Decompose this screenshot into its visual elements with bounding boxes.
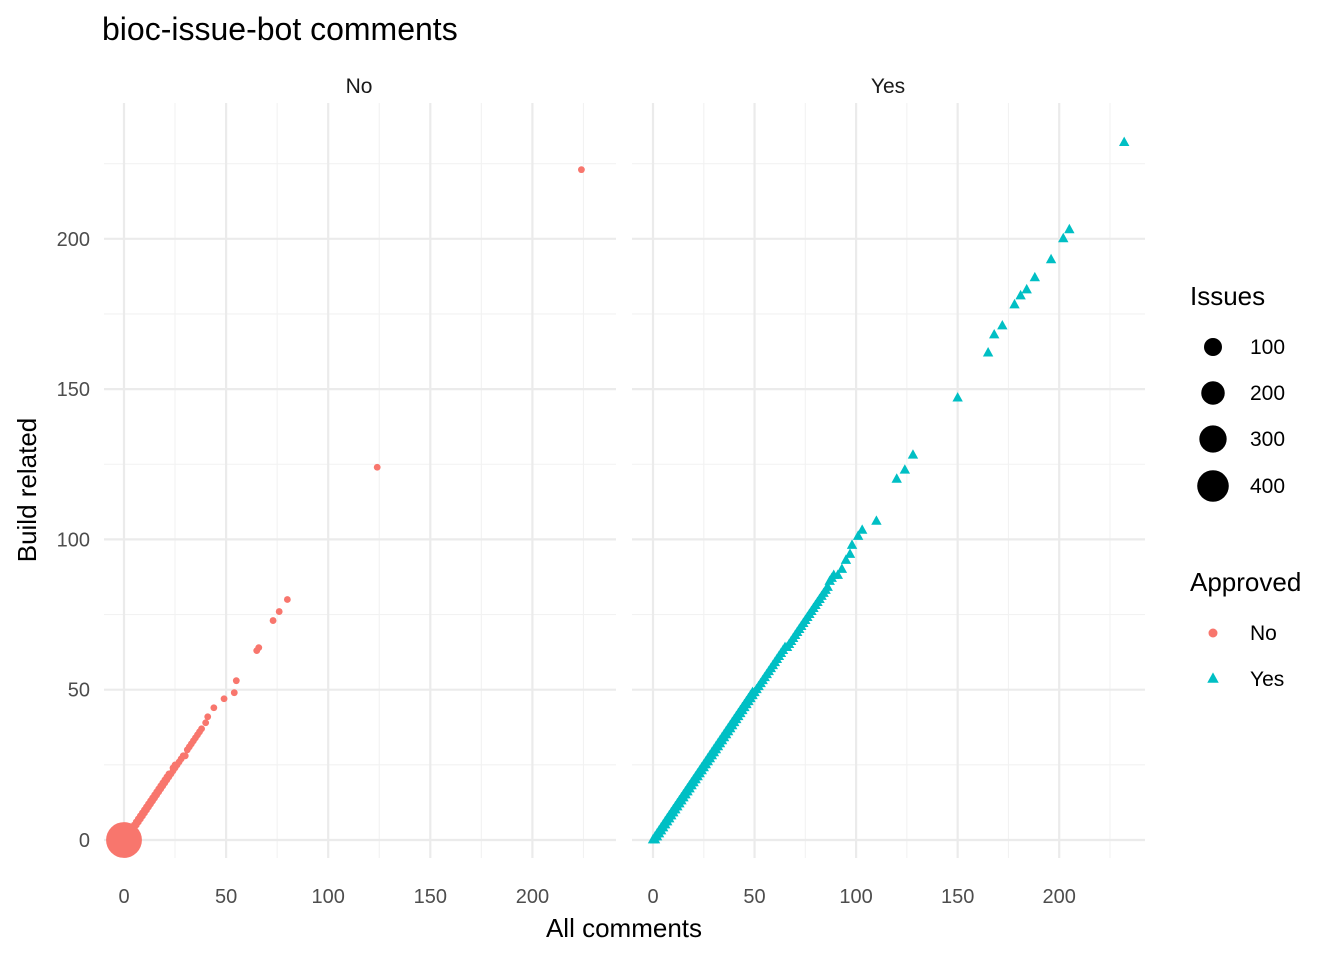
x-tick-labels: 0 50 100 150 200	[647, 886, 1075, 908]
facet-panel-yes: Yes 0 50 100 150 200	[632, 75, 1145, 908]
size-legend-label: 400	[1250, 475, 1285, 498]
x-tick-label: 100	[839, 886, 872, 908]
y-tick-labels: 0 50 100 150 200	[57, 229, 90, 852]
facet-strip-label: No	[346, 75, 373, 98]
data-point	[373, 463, 381, 471]
data-point	[198, 725, 205, 733]
data-point	[856, 524, 868, 534]
data-point	[822, 581, 833, 591]
color-legend: Approved No Yes	[1190, 567, 1301, 691]
data-point	[1015, 289, 1026, 300]
data-point	[844, 548, 856, 558]
series-yes-points	[647, 136, 1130, 844]
data-point	[832, 569, 844, 579]
data-point	[1021, 283, 1032, 294]
series-no-points	[106, 166, 585, 858]
data-point	[1064, 223, 1075, 234]
x-tick-label: 0	[647, 886, 658, 908]
data-point	[1045, 253, 1057, 264]
size-legend-key	[1204, 338, 1222, 356]
x-tick-labels: 0 50 100 150 200	[118, 886, 549, 908]
y-tick-label: 0	[79, 830, 90, 852]
data-point	[220, 695, 228, 703]
data-point	[907, 449, 919, 459]
data-point	[269, 617, 277, 624]
size-legend-key	[1197, 470, 1229, 502]
size-legend: Issues 100 200 300 400	[1190, 281, 1285, 502]
facet-strip-label: Yes	[871, 75, 905, 98]
x-tick-label: 100	[312, 886, 345, 908]
data-point	[997, 319, 1008, 330]
color-legend-key	[1208, 628, 1218, 638]
data-point	[846, 539, 858, 549]
y-tick-label: 200	[57, 229, 90, 251]
data-point	[202, 719, 210, 727]
x-tick-label: 50	[743, 886, 765, 908]
data-point	[106, 822, 142, 858]
x-axis-title: All comments	[546, 913, 702, 943]
data-point	[255, 644, 263, 652]
size-legend-label: 100	[1250, 336, 1285, 359]
color-legend-title: Approved	[1190, 567, 1301, 597]
size-legend-label: 200	[1250, 382, 1285, 405]
data-point	[275, 608, 283, 615]
data-point	[1029, 271, 1041, 282]
chart-title: bioc-issue-bot comments	[102, 11, 458, 47]
size-legend-label: 300	[1250, 428, 1285, 451]
y-tick-label: 50	[68, 680, 90, 702]
data-point	[989, 328, 1000, 339]
data-point	[840, 554, 852, 564]
data-point	[899, 464, 911, 474]
size-legend-key	[1199, 425, 1227, 453]
data-point	[852, 530, 864, 540]
grid-lines	[104, 103, 616, 858]
data-point	[204, 713, 212, 721]
data-point	[1118, 136, 1130, 147]
data-point	[871, 515, 882, 525]
grid-lines	[632, 103, 1145, 858]
color-legend-label: Yes	[1250, 668, 1284, 691]
color-legend-label: No	[1250, 622, 1277, 645]
x-tick-label: 150	[941, 886, 974, 908]
facet-panel-no: No 0 50 100 150 200	[104, 75, 616, 908]
y-tick-label: 150	[57, 379, 90, 401]
data-point	[230, 689, 238, 697]
data-point	[578, 166, 585, 174]
x-tick-label: 200	[516, 886, 549, 908]
x-tick-label: 50	[215, 886, 237, 908]
y-axis-title: Build related	[12, 418, 42, 563]
data-point	[982, 346, 994, 357]
data-point	[836, 563, 848, 573]
data-point	[952, 392, 963, 402]
data-point	[210, 704, 218, 712]
data-point	[1009, 298, 1020, 309]
data-point	[1058, 232, 1069, 243]
x-tick-label: 200	[1043, 886, 1076, 908]
x-tick-label: 150	[414, 886, 447, 908]
size-legend-title: Issues	[1190, 281, 1265, 311]
data-point	[232, 677, 240, 685]
data-point	[283, 596, 291, 603]
data-point	[891, 473, 902, 483]
y-tick-label: 100	[57, 529, 90, 551]
color-legend-key	[1207, 672, 1219, 683]
x-tick-label: 0	[118, 886, 129, 908]
data-point	[181, 752, 189, 760]
size-legend-key	[1201, 381, 1225, 405]
